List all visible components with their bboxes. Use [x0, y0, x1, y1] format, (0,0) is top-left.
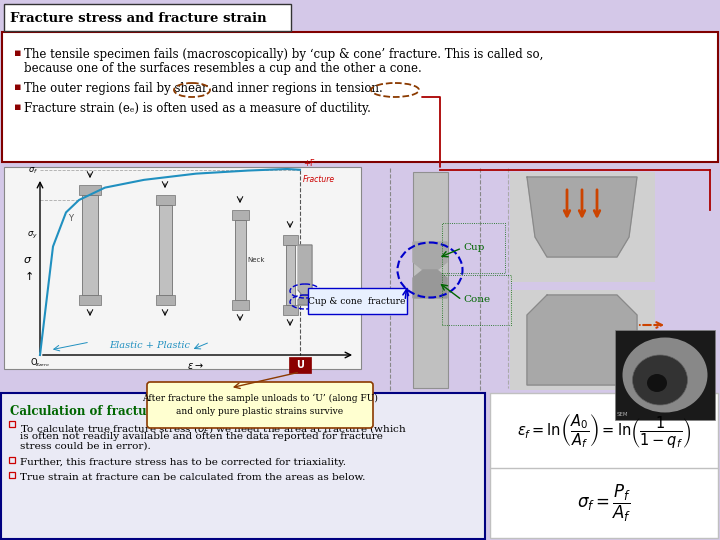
FancyBboxPatch shape — [615, 330, 715, 420]
Text: The tensile specimen fails (macroscopically) by ‘cup & cone’ fracture. This is c: The tensile specimen fails (macroscopica… — [24, 48, 544, 61]
FancyBboxPatch shape — [490, 468, 718, 538]
Text: Neck: Neck — [247, 257, 264, 263]
Text: Cup: Cup — [463, 244, 485, 253]
Text: $\sigma_y$: $\sigma_y$ — [27, 230, 38, 240]
Text: To calculate true fracture stress ($\sigma_F$) we need the area at fracture (whi: To calculate true fracture stress ($\sig… — [20, 422, 407, 436]
FancyBboxPatch shape — [79, 295, 101, 305]
FancyBboxPatch shape — [289, 357, 311, 373]
Text: $\sigma_f = \dfrac{P_f}{A_f}$: $\sigma_f = \dfrac{P_f}{A_f}$ — [577, 482, 631, 524]
Text: $\varepsilon_f = \ln\!\left(\dfrac{A_0}{A_f}\right) = \ln\!\left(\dfrac{1}{1-q_f: $\varepsilon_f = \ln\!\left(\dfrac{A_0}{… — [517, 413, 691, 451]
FancyBboxPatch shape — [82, 195, 98, 295]
Text: Calculation of fracture stress/strain:: Calculation of fracture stress/strain: — [10, 405, 251, 418]
FancyBboxPatch shape — [232, 210, 249, 220]
Text: because one of the surfaces resembles a cup and the other a cone.: because one of the surfaces resembles a … — [24, 62, 422, 75]
FancyBboxPatch shape — [4, 167, 361, 369]
Polygon shape — [527, 177, 637, 257]
FancyBboxPatch shape — [510, 290, 655, 390]
FancyBboxPatch shape — [232, 300, 249, 310]
Text: $\sigma_f$: $\sigma_f$ — [28, 165, 38, 176]
Text: $\uparrow$: $\uparrow$ — [22, 268, 34, 281]
Text: Fracture: Fracture — [303, 175, 335, 184]
FancyBboxPatch shape — [147, 382, 373, 428]
Text: $\sigma$: $\sigma$ — [23, 255, 32, 265]
Ellipse shape — [647, 374, 667, 392]
Text: SEM: SEM — [617, 412, 629, 417]
Text: O: O — [30, 358, 37, 367]
Text: +F: +F — [303, 159, 315, 168]
Text: is often not readily available and often the data reported for fracture: is often not readily available and often… — [20, 432, 383, 441]
Text: The outer regions fail by shear and inner regions in tension.: The outer regions fail by shear and inne… — [24, 82, 383, 95]
Ellipse shape — [632, 355, 688, 405]
Text: Elastic + Plastic: Elastic + Plastic — [109, 341, 191, 349]
Polygon shape — [413, 242, 447, 270]
FancyBboxPatch shape — [286, 245, 295, 305]
FancyBboxPatch shape — [4, 4, 291, 31]
FancyBboxPatch shape — [413, 172, 448, 388]
Text: $\varepsilon \rightarrow$: $\varepsilon \rightarrow$ — [186, 361, 204, 371]
Polygon shape — [298, 295, 312, 305]
FancyBboxPatch shape — [283, 305, 298, 315]
Text: Y: Y — [68, 214, 73, 224]
Text: Fracture stress and fracture strain: Fracture stress and fracture strain — [10, 12, 266, 25]
FancyBboxPatch shape — [79, 185, 101, 195]
Text: Cup & cone  fracture: Cup & cone fracture — [308, 296, 405, 306]
Polygon shape — [527, 295, 637, 385]
Text: Fracture strain (eₑ) is often used as a measure of ductility.: Fracture strain (eₑ) is often used as a … — [24, 102, 371, 115]
FancyBboxPatch shape — [2, 32, 718, 162]
Text: stress could be in error).: stress could be in error). — [20, 442, 150, 451]
FancyBboxPatch shape — [235, 220, 246, 300]
FancyBboxPatch shape — [283, 235, 298, 245]
Text: Further, this fracture stress has to be corrected for triaxiality.: Further, this fracture stress has to be … — [20, 458, 346, 467]
Text: True strain at fracture can be calculated from the areas as below.: True strain at fracture can be calculate… — [20, 473, 365, 482]
Text: After fracture the sample unloads to ‘U’ (along FU)
and only pure plastic strain: After fracture the sample unloads to ‘U’… — [142, 394, 378, 416]
FancyBboxPatch shape — [1, 393, 485, 539]
FancyBboxPatch shape — [156, 295, 175, 305]
Text: ▪: ▪ — [14, 82, 22, 92]
FancyBboxPatch shape — [490, 393, 718, 469]
FancyBboxPatch shape — [159, 205, 172, 295]
FancyBboxPatch shape — [156, 195, 175, 205]
Text: $\varepsilon_{zero}$: $\varepsilon_{zero}$ — [35, 361, 50, 369]
FancyBboxPatch shape — [510, 172, 655, 282]
Text: ▪: ▪ — [14, 48, 22, 58]
Text: Cone: Cone — [463, 295, 490, 305]
Text: U: U — [296, 360, 304, 370]
Ellipse shape — [623, 338, 708, 413]
FancyBboxPatch shape — [308, 288, 407, 314]
Text: ▪: ▪ — [14, 102, 22, 112]
Polygon shape — [298, 245, 312, 295]
Polygon shape — [413, 270, 447, 298]
